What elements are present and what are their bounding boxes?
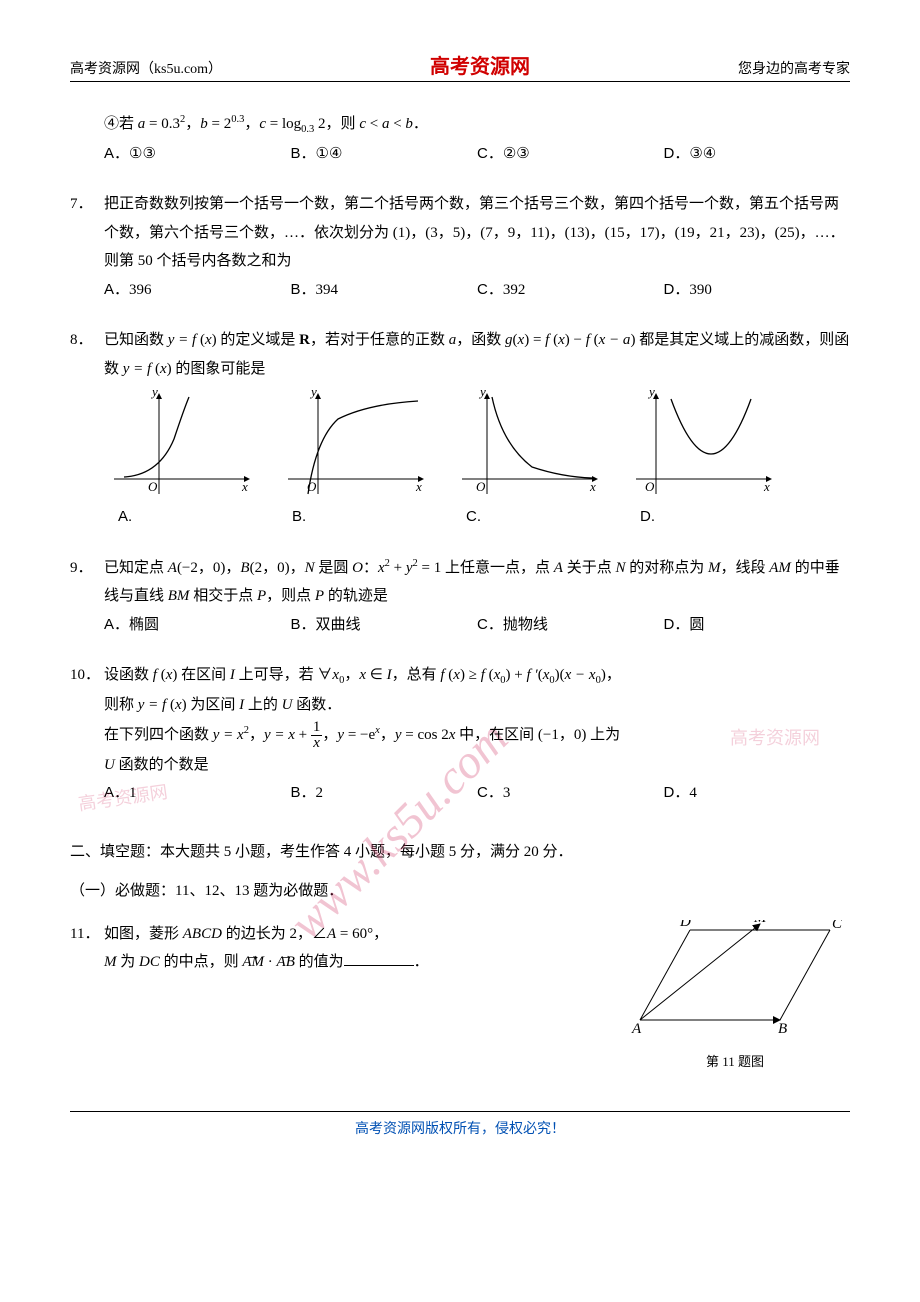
svg-text:x: x	[241, 479, 248, 494]
q9-opt-b: B．双曲线	[291, 611, 478, 640]
svg-text:O: O	[148, 479, 158, 494]
q9-opt-c: C．抛物线	[477, 611, 664, 640]
header-left: 高考资源网（ks5u.com）	[70, 58, 222, 78]
q11-blank	[344, 951, 414, 966]
q7-opt-c: C．392	[477, 276, 664, 305]
svg-text:x: x	[763, 479, 770, 494]
svg-text:O: O	[645, 479, 655, 494]
q8-graph-d: y x O D.	[626, 389, 776, 532]
q8-graph-c: y x O C.	[452, 389, 602, 532]
svg-text:y: y	[647, 389, 655, 399]
q6-opt-d: D．③④	[664, 140, 851, 169]
q10-opt-a: A．1	[104, 779, 291, 808]
question-7: 7． 把正奇数数列按第一个括号一个数，第二个括号两个数，第三个括号三个数，第四个…	[70, 190, 850, 304]
svg-text:x: x	[589, 479, 596, 494]
question-8: 8． 已知函数 y = f (x) 的定义域是 R，若对于任意的正数 a，函数 …	[70, 326, 850, 532]
q9-number: 9．	[70, 554, 93, 583]
q7-opt-a: A．396	[104, 276, 291, 305]
q9-opt-a: A．椭圆	[104, 611, 291, 640]
svg-text:O: O	[476, 479, 486, 494]
q6-opt-a: A．①③	[104, 140, 291, 169]
svg-text:y: y	[150, 389, 158, 399]
q8-graph-a: y x O A.	[104, 389, 254, 532]
svg-text:A: A	[631, 1021, 642, 1037]
question-10: 高考资源网 高考资源网 10． 设函数 f (x) 在区间 I 上可导，若 ∀x…	[70, 661, 850, 807]
header-center-brand: 高考资源网	[430, 50, 530, 79]
q7-opt-d: D．390	[664, 276, 851, 305]
header-right: 您身边的高考专家	[738, 58, 850, 78]
section-2-heading: 二、填空题：本大题共 5 小题，考生作答 4 小题，每小题 5 分，满分 20 …	[70, 840, 850, 861]
q10-opt-b: B．2	[291, 779, 478, 808]
page-footer: 高考资源网版权所有，侵权必究！	[70, 1111, 850, 1138]
q8-number: 8．	[70, 326, 93, 355]
question-11: A B C D M 第 11 题图 11． 如图，菱形 ABCD 的边长为 2，…	[70, 920, 850, 1075]
section-2-sub: （一）必做题：11、12、13 题为必做题．	[70, 879, 850, 900]
svg-text:y: y	[309, 389, 317, 399]
q10-opt-d: D．4	[664, 779, 851, 808]
q7-number: 7．	[70, 190, 93, 219]
q10-number: 10．	[70, 661, 100, 690]
q11-number: 11．	[70, 920, 99, 949]
svg-text:B: B	[778, 1021, 787, 1037]
q11-figure-caption: 第 11 题图	[620, 1050, 850, 1075]
q6-opt-b: B．①④	[291, 140, 478, 169]
q7-text: 把正奇数数列按第一个括号一个数，第二个括号两个数，第三个括号三个数，第四个括号一…	[104, 196, 845, 269]
svg-text:x: x	[415, 479, 422, 494]
question-6-continued: ④若 a = 0.32，b = 20.3，c = log0.3 2，则 c < …	[70, 110, 850, 168]
q6-opt-c: C．②③	[477, 140, 664, 169]
q7-opt-b: B．394	[291, 276, 478, 305]
q8-graph-b: y x O B.	[278, 389, 428, 532]
svg-text:y: y	[478, 389, 486, 399]
q9-opt-d: D．圆	[664, 611, 851, 640]
q10-opt-c: C．3	[477, 779, 664, 808]
question-9: 9． 已知定点 A(−2，0)，B(2，0)，N 是圆 O：x2 + y2 = …	[70, 554, 850, 640]
